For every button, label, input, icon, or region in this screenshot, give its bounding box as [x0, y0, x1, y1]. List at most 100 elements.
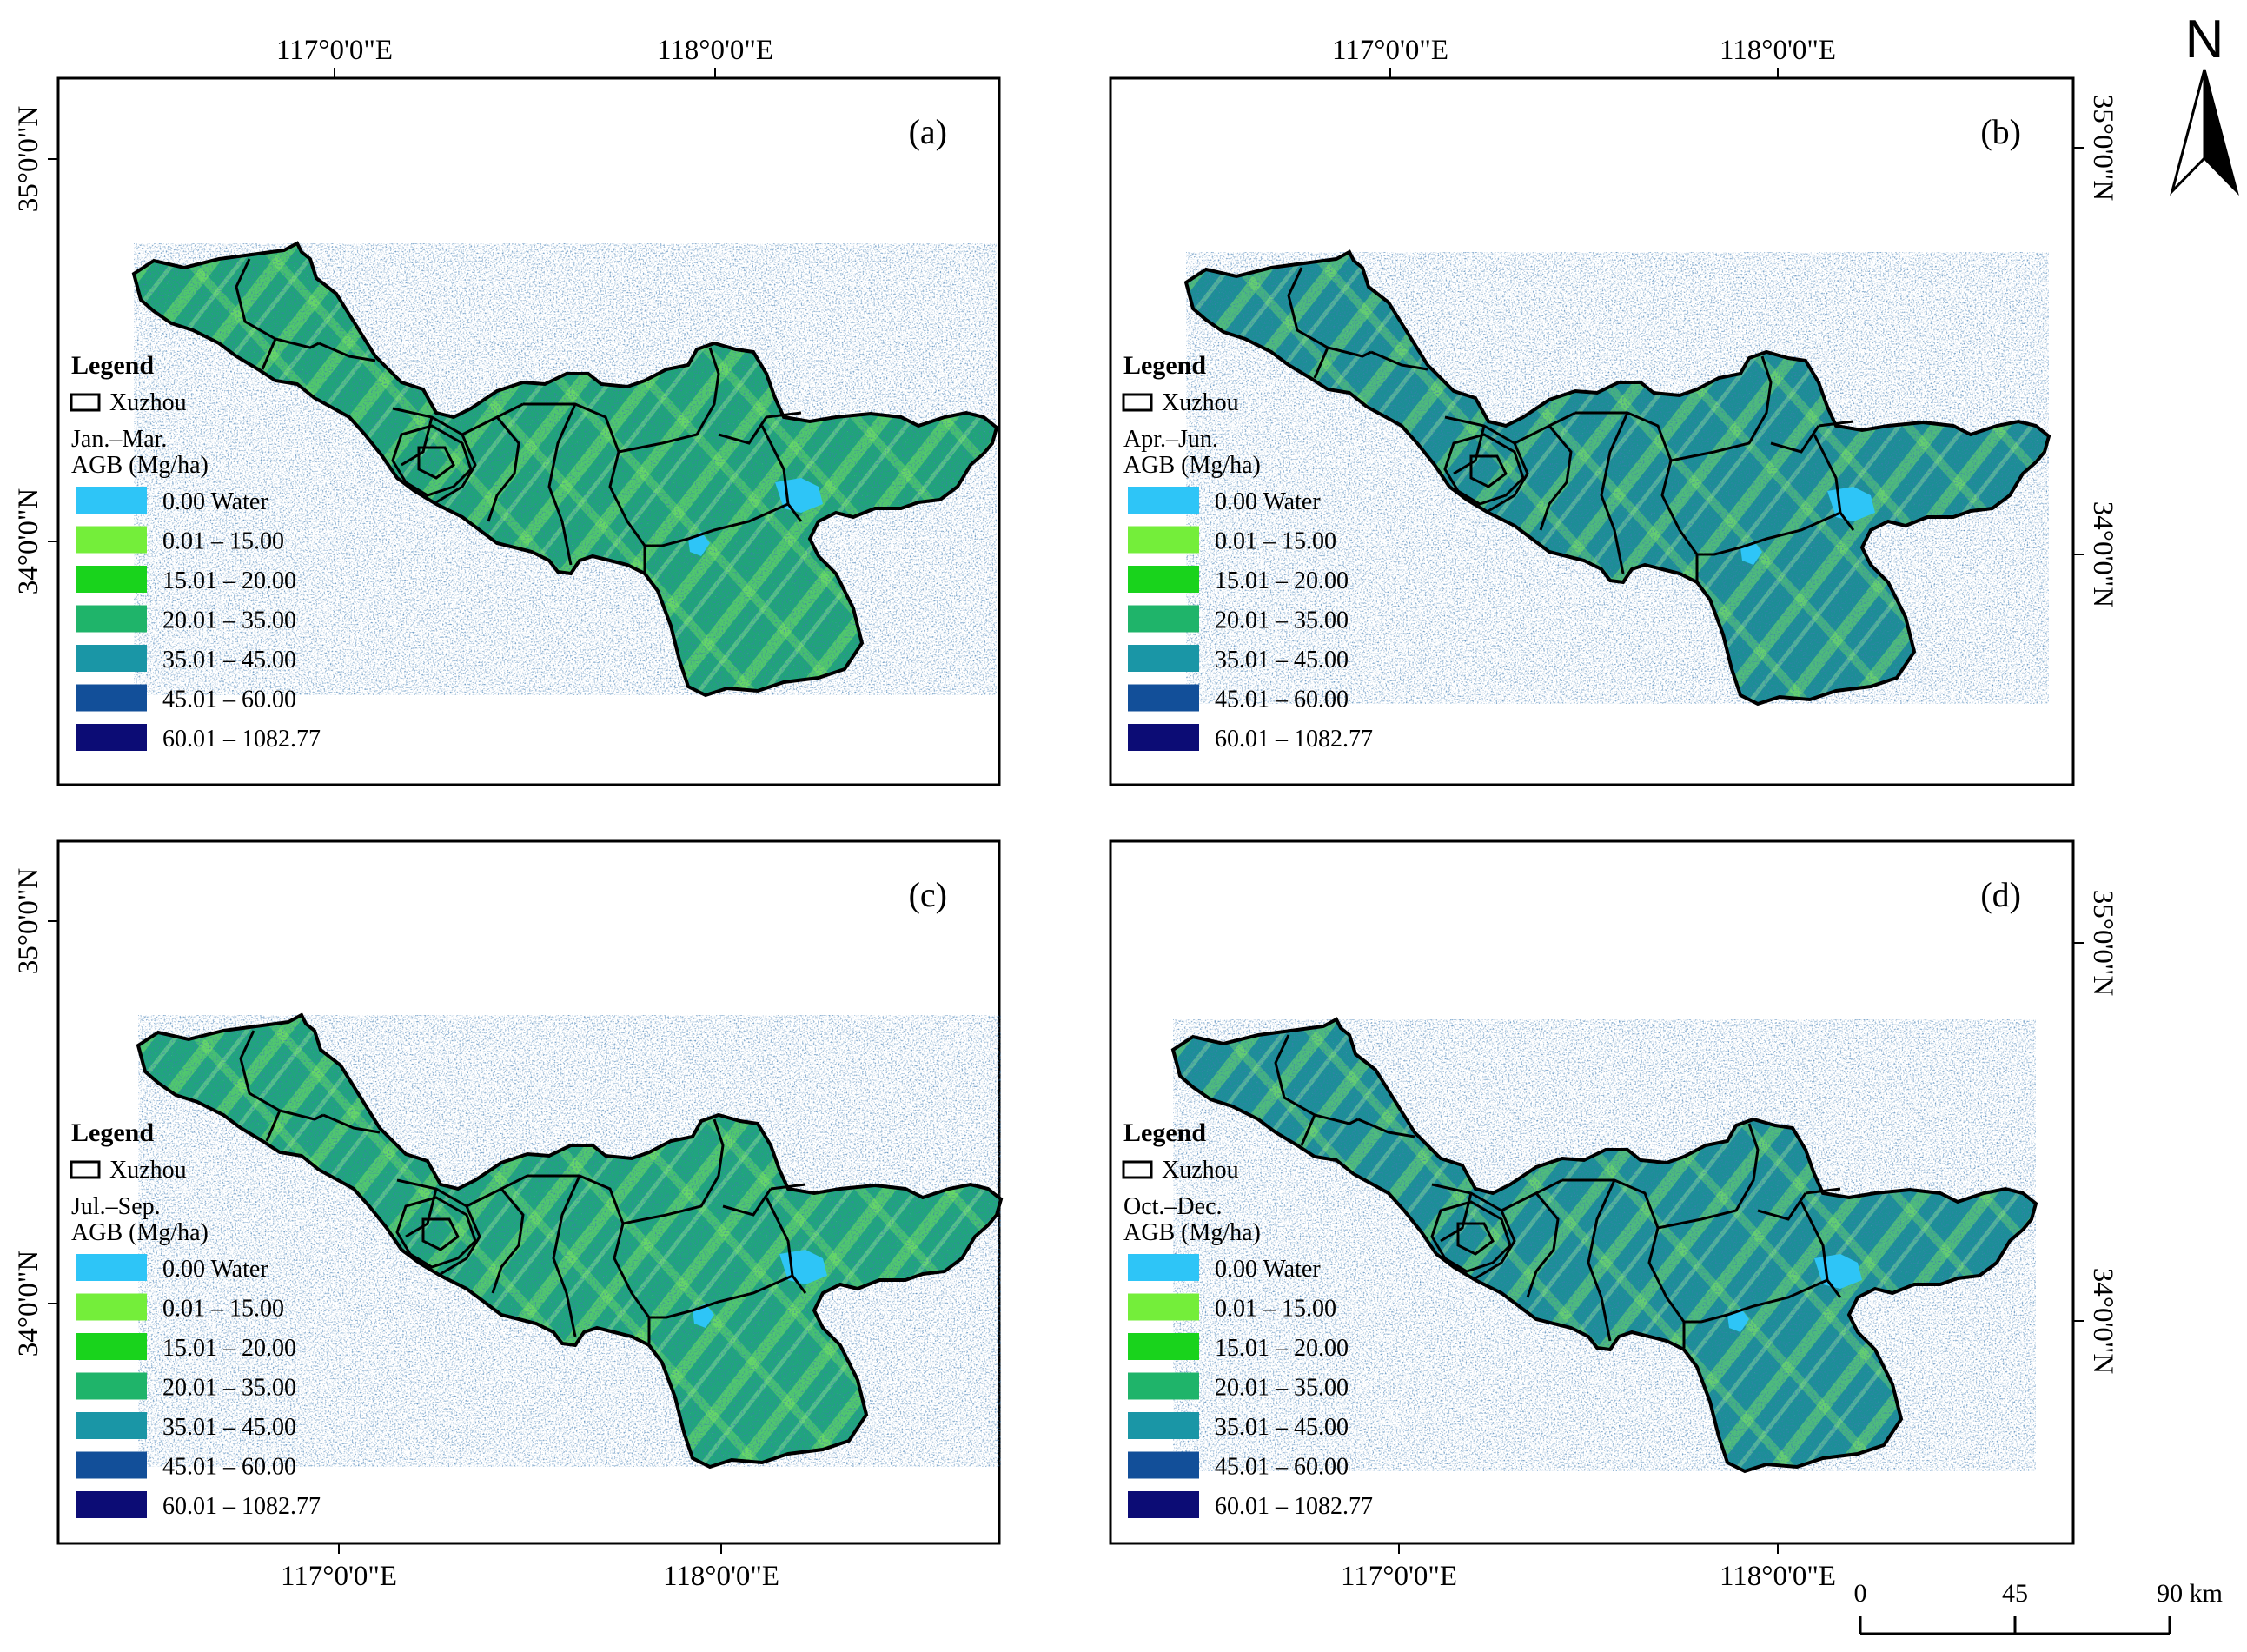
boundary-swatch [70, 1160, 101, 1179]
legend-swatch [76, 1333, 147, 1360]
legend-class-label: 0.00 Water [1215, 1256, 1321, 1283]
north-arrow: N [2170, 10, 2239, 196]
legend-period: Jan.–Mar. [71, 426, 167, 453]
legend-class-label: 60.01 – 1082.77 [162, 726, 321, 753]
legend-unit: AGB (Mg/ha) [1124, 452, 1261, 479]
legend-swatch [76, 1293, 147, 1321]
legend-swatch [76, 724, 147, 751]
legend-class-label: 15.01 – 20.00 [162, 1335, 296, 1362]
longitude-tick-label: 118°0'0"E [1720, 1561, 1836, 1592]
north-arrow-icon-shaded [2203, 69, 2239, 196]
latitude-tick-label: 35°0'0"N [2087, 890, 2118, 997]
legend-class-label: 45.01 – 60.00 [162, 1454, 296, 1481]
legend-unit: AGB (Mg/ha) [71, 1219, 209, 1246]
map-panels: (a) 117°0'0"E 118°0'0"E 35°0'0"N 34°0'0"N Leg… [13, 35, 2118, 1592]
boundary-label: Xuzhou [1162, 389, 1239, 416]
legend-class-label: 20.01 – 35.00 [1215, 1375, 1349, 1402]
map-panel-a: (a) 117°0'0"E 118°0'0"E 35°0'0"N 34°0'0"N Leg… [13, 35, 1001, 786]
panel-letter: (c) [909, 875, 947, 914]
panel-letter: (d) [1980, 875, 2021, 914]
longitude-tick-label: 118°0'0"E [657, 35, 773, 66]
legend-heading: Legend [1124, 351, 1206, 380]
longitude-tick-label: 117°0'0"E [1341, 1561, 1457, 1592]
legend-swatch [76, 1451, 147, 1479]
legend-class-label: 0.00 Water [162, 488, 268, 515]
legend-swatch [1128, 1451, 1199, 1479]
legend-class-label: 0.00 Water [162, 1256, 268, 1283]
longitude-tick-label: 117°0'0"E [281, 1561, 397, 1592]
legend-class-label: 45.01 – 60.00 [1215, 687, 1349, 713]
legend-heading: Legend [1124, 1118, 1206, 1147]
legend-class-label: 0.00 Water [1215, 488, 1321, 515]
north-arrow-letter: N [2185, 10, 2224, 70]
legend-class-label: 0.01 – 15.00 [162, 528, 284, 555]
longitude-tick-label: 117°0'0"E [276, 35, 393, 66]
legend-class-label: 20.01 – 35.00 [1215, 607, 1349, 634]
legend-swatch [76, 684, 147, 712]
legend-class-label: 20.01 – 35.00 [162, 607, 296, 634]
legend-swatch [76, 1372, 147, 1400]
legend-period: Apr.–Jun. [1124, 426, 1218, 453]
legend-swatch [76, 1254, 147, 1281]
latitude-tick-label: 35°0'0"N [13, 106, 44, 213]
legend-class-label: 15.01 – 20.00 [1215, 1335, 1349, 1362]
map-panel-d: (d) 117°0'0"E 118°0'0"E 35°0'0"N 34°0'0"N Leg… [1109, 839, 2118, 1592]
legend-class-label: 60.01 – 1082.77 [162, 1493, 321, 1520]
scale-label-0: 0 [1854, 1579, 1867, 1608]
legend-class-label: 60.01 – 1082.77 [1215, 1493, 1373, 1520]
legend-swatch [1128, 1333, 1199, 1360]
longitude-tick-label: 118°0'0"E [1720, 35, 1836, 66]
legend-heading: Legend [71, 351, 154, 380]
legend-swatch [76, 526, 147, 554]
legend-swatch [1128, 1254, 1199, 1281]
legend-class-label: 0.01 – 15.00 [1215, 1296, 1336, 1323]
legend-unit: AGB (Mg/ha) [71, 452, 209, 479]
legend-swatch [76, 487, 147, 514]
boundary-swatch [70, 393, 101, 412]
legend-swatch [1128, 1491, 1199, 1518]
legend-class-label: 20.01 – 35.00 [162, 1375, 296, 1402]
panel-letter: (b) [1980, 112, 2021, 151]
legend-class-label: 45.01 – 60.00 [1215, 1454, 1349, 1481]
map-legend: Legend Xuzhou Oct.–Dec.AGB (Mg/ha) 0.00 Wat… [1122, 1118, 1373, 1520]
legend-class-label: 35.01 – 45.00 [1215, 1414, 1349, 1441]
legend-swatch [76, 1412, 147, 1439]
legend-period: Oct.–Dec. [1124, 1193, 1223, 1220]
legend-swatch [1128, 724, 1199, 751]
longitude-tick-label: 118°0'0"E [663, 1561, 779, 1592]
legend-swatch [76, 566, 147, 593]
map-legend: Legend Xuzhou Apr.–Jun.AGB (Mg/ha) 0.00 Wat… [1122, 351, 1373, 753]
legend-period: Jul.–Sep. [71, 1193, 161, 1220]
map-panel-b: (b) 117°0'0"E 118°0'0"E 35°0'0"N 34°0'0"N Leg… [1109, 35, 2118, 786]
legend-swatch [1128, 526, 1199, 554]
scale-label-90: 90 km [2157, 1579, 2223, 1608]
legend-swatch [1128, 566, 1199, 593]
scale-bar: 0 45 90 km [1854, 1579, 2223, 1635]
legend-swatch [76, 605, 147, 633]
legend-swatch [76, 1491, 147, 1518]
legend-class-label: 45.01 – 60.00 [162, 687, 296, 713]
legend-swatch [1128, 1412, 1199, 1439]
legend-unit: AGB (Mg/ha) [1124, 1219, 1261, 1246]
scale-label-45: 45 [2002, 1579, 2028, 1608]
boundary-label: Xuzhou [1162, 1157, 1239, 1184]
map-legend: Legend Xuzhou Jan.–Mar.AGB (Mg/ha) 0.00 Wat… [70, 351, 321, 753]
legend-class-label: 15.01 – 20.00 [162, 567, 296, 594]
legend-swatch [1128, 1293, 1199, 1321]
latitude-tick-label: 35°0'0"N [13, 868, 44, 975]
legend-class-label: 35.01 – 45.00 [1215, 647, 1349, 673]
legend-class-label: 35.01 – 45.00 [162, 1414, 296, 1441]
legend-class-label: 35.01 – 45.00 [162, 647, 296, 673]
north-arrow-icon [2170, 69, 2206, 196]
legend-swatch [1128, 487, 1199, 514]
boundary-label: Xuzhou [109, 1157, 187, 1184]
legend-swatch [76, 645, 147, 672]
panel-letter: (a) [909, 112, 947, 151]
longitude-tick-label: 117°0'0"E [1332, 35, 1448, 66]
legend-swatch [1128, 684, 1199, 712]
latitude-tick-label: 34°0'0"N [13, 1251, 44, 1357]
legend-swatch [1128, 645, 1199, 672]
legend-swatch [1128, 605, 1199, 633]
boundary-label: Xuzhou [109, 389, 187, 416]
